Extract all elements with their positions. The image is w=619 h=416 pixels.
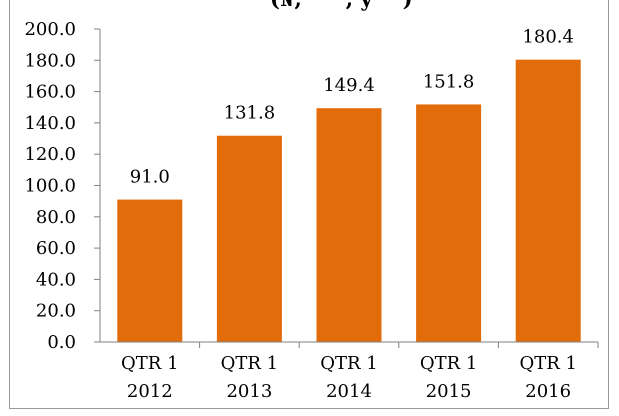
data-label: 131.8 [224, 103, 276, 124]
x-category-label: 2013 [226, 381, 272, 402]
bar [216, 135, 282, 342]
data-label: 91.0 [130, 167, 170, 188]
x-category-label: QTR 1 [320, 353, 378, 374]
x-category-label: 2014 [326, 381, 372, 402]
y-tick-label: 200.0 [24, 19, 76, 40]
chart-frame [9, 0, 609, 409]
y-tick-label: 0.0 [47, 332, 76, 353]
x-category-label: 2016 [525, 381, 571, 402]
x-category-label: QTR 1 [519, 353, 577, 374]
x-category-label: QTR 1 [420, 353, 478, 374]
x-category-label: 2012 [127, 381, 173, 402]
x-category-label: QTR 1 [221, 353, 279, 374]
data-label: 149.4 [323, 75, 375, 96]
x-axis: QTR 1 2012 QTR 1 2013 QTR 1 2014 QTR 1 2015 QTR … [100, 341, 599, 402]
y-tick-label: 20.0 [36, 301, 76, 322]
y-tick-label: 60.0 [36, 238, 76, 259]
y-tick-label: 160.0 [24, 82, 76, 103]
bar [416, 104, 482, 342]
data-label: 180.4 [522, 27, 574, 48]
y-tick-label: 140.0 [24, 113, 76, 134]
y-tick-label: 40.0 [36, 269, 76, 290]
y-tick-label: 120.0 [24, 144, 76, 165]
bar [316, 108, 382, 343]
y-tick-label: 100.0 [24, 176, 76, 197]
x-category-label: QTR 1 [121, 353, 179, 374]
bar [515, 59, 581, 342]
data-label: 151.8 [423, 71, 475, 92]
bar [117, 199, 183, 342]
y-axis: 0.0 20.0 40.0 60.0 80.0 100.0 120.0 140.0 160.0 1… [24, 19, 101, 353]
chart-title-fragment: (₦, ’’’’’, y’’’’) [270, 0, 413, 11]
y-tick-label: 80.0 [36, 207, 76, 228]
y-tick-label: 180.0 [24, 50, 76, 71]
x-category-label: 2015 [426, 381, 472, 402]
bars: 91.0 131.8 149.4 151.8 180.4 [117, 27, 581, 343]
